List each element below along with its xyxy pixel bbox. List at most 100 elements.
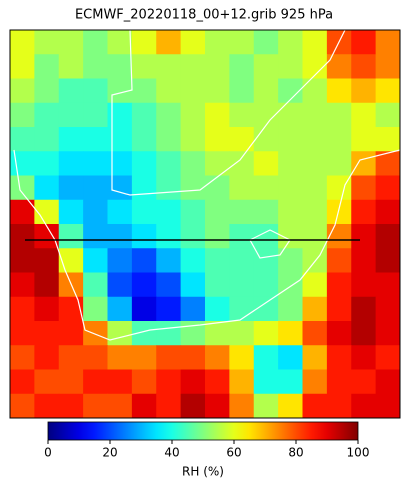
cell [10,127,35,152]
cell [34,393,60,419]
cell [205,224,230,249]
cell [83,199,108,225]
cell [131,393,157,419]
cell [205,369,230,395]
cell [253,321,279,346]
cell [156,321,182,346]
cell [34,321,60,346]
cell [229,127,255,152]
cell [229,248,255,273]
cell [302,393,328,419]
cell [131,272,157,298]
cell [253,296,279,322]
colorbar-tick-label: 20 [102,446,117,460]
cell [156,224,182,249]
cell [229,345,255,370]
cell [131,199,157,225]
cell [205,321,230,346]
cell [253,175,279,201]
cell [253,30,279,55]
cell [107,199,133,225]
cell [278,175,303,201]
cell [326,199,352,225]
cell [10,175,35,201]
colorbar [47,421,359,441]
cell [253,393,279,419]
colorbar-tick-label: 40 [164,446,179,460]
cell [351,30,377,55]
cell [34,151,60,176]
cell [58,369,84,395]
cell [131,54,157,79]
cell [375,175,401,201]
cell [180,296,206,322]
cell [10,102,35,128]
cell [107,369,133,395]
cell [83,272,108,298]
cell [156,296,182,322]
cell [375,321,401,346]
cell [278,393,303,419]
cell [131,175,157,201]
cell [278,151,303,176]
cell [180,151,206,176]
plot-frame [9,29,401,419]
cell [278,272,303,298]
coastline [13,149,401,341]
cell [229,30,255,55]
cell [180,345,206,370]
cell [375,248,401,273]
cell [180,369,206,395]
cell [180,224,206,249]
cell [83,78,108,104]
cell [83,393,108,419]
cell [302,151,328,176]
cell [10,272,35,298]
cell [229,54,255,79]
cell [205,30,230,55]
cell [107,248,133,273]
cell [58,345,84,370]
cell [34,369,60,395]
cell [229,321,255,346]
cell [156,393,182,419]
cell [229,151,255,176]
border [249,229,291,259]
cell [83,175,108,201]
colorbar-label: RH (%) [182,465,224,479]
cell [229,102,255,128]
cell [205,199,230,225]
cell [156,369,182,395]
cell [83,296,108,322]
cell [180,30,206,55]
cell [326,78,352,104]
cell [375,199,401,225]
cell [156,272,182,298]
cell [351,248,377,273]
cell [253,151,279,176]
cell [229,369,255,395]
cell [205,272,230,298]
cell [34,248,60,273]
cell [229,78,255,104]
cell [83,30,108,55]
cell [278,296,303,322]
cell [58,54,84,79]
cell [375,393,401,419]
cell [278,102,303,128]
cell [229,224,255,249]
cell [302,127,328,152]
colorbar-tick-label: 100 [347,446,370,460]
cell [58,78,84,104]
chart-title: ECMWF_20220118_00+12.grib 925 hPa [75,8,333,23]
cell [302,30,328,55]
cell [156,54,182,79]
cell [375,272,401,298]
cell [278,199,303,225]
cell [180,102,206,128]
cell [302,102,328,128]
cell [58,102,84,128]
cell [10,369,35,395]
colorbar-tick-label: 0 [44,446,52,460]
cell [278,30,303,55]
